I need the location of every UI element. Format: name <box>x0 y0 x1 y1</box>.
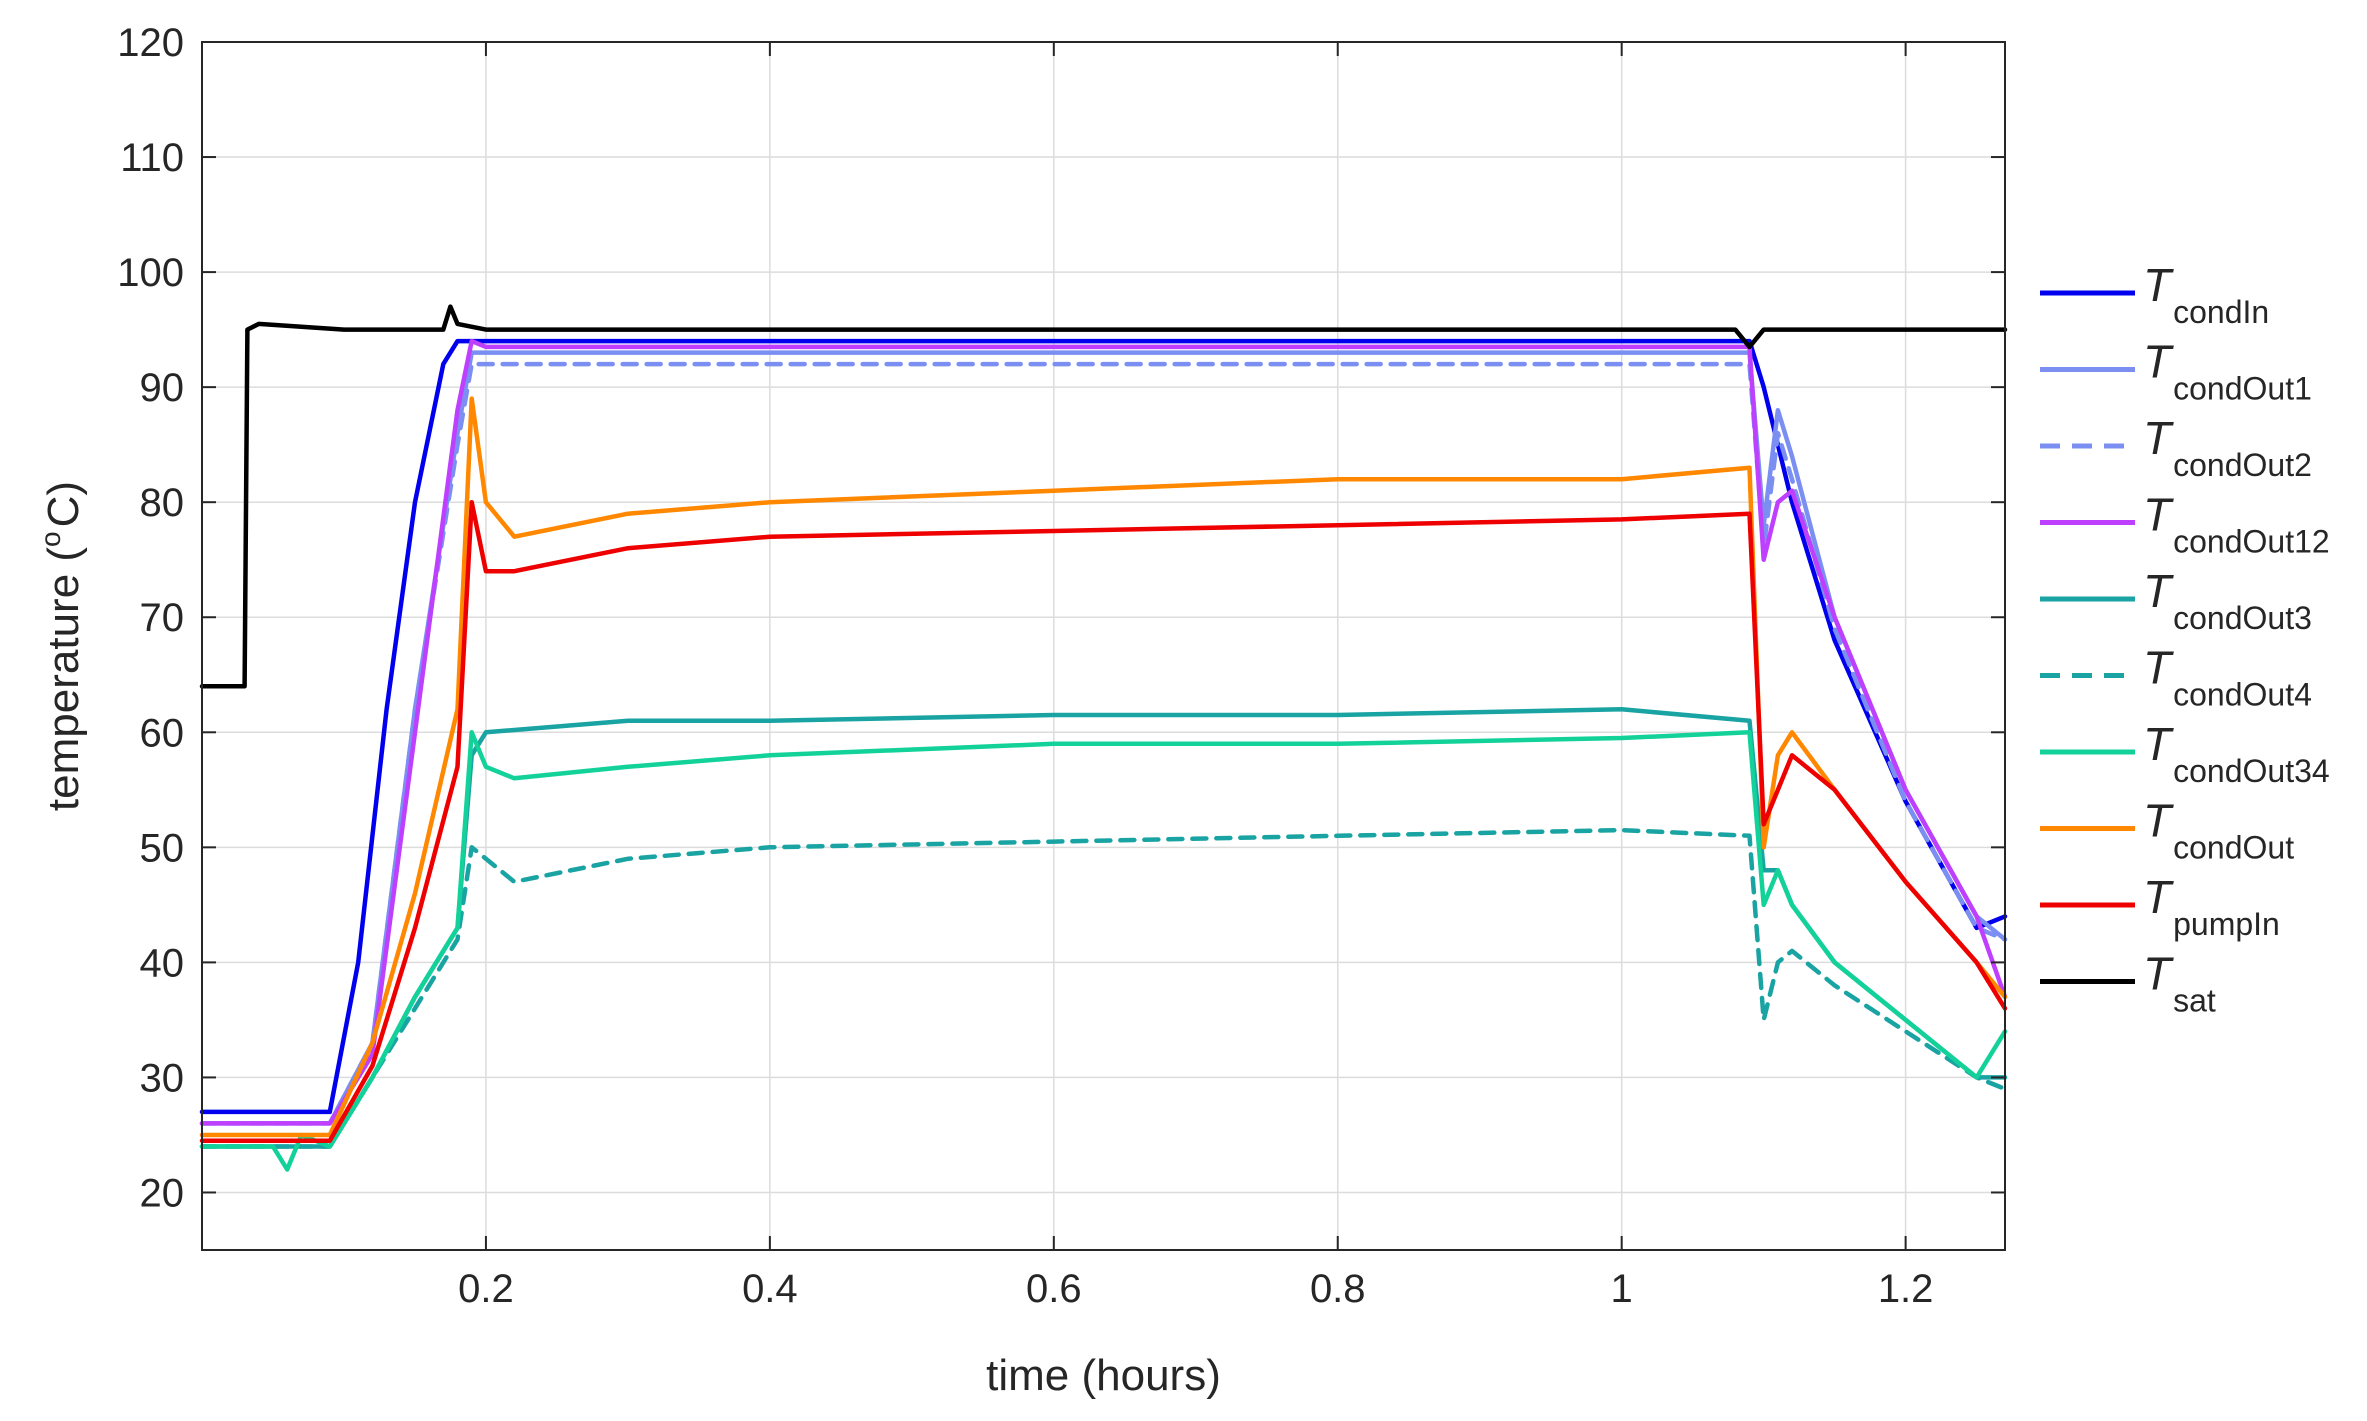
plot-frame <box>201 41 2006 1251</box>
legend-label: TcondOut2 <box>2143 412 2312 483</box>
legend-item-condout4: TcondOut4 <box>2040 642 2312 713</box>
y-axis-label: temperature (o C) <box>35 481 88 811</box>
y-tick-label: 110 <box>120 136 184 180</box>
y-tick-label: 120 <box>117 21 184 65</box>
y-tick-label: 100 <box>117 251 184 295</box>
legend-item-condout: TcondOut <box>2040 795 2294 866</box>
legend-item-condout12: TcondOut12 <box>2040 489 2330 560</box>
y-tick-label: 70 <box>140 596 185 640</box>
plot-area <box>202 42 2005 1250</box>
y-axis-label-unit: C) <box>39 481 88 527</box>
x-tick-label: 1.2 <box>1878 1267 1934 1311</box>
svg-text:temperature (oC): temperature (o C) <box>35 481 88 811</box>
x-axis-label: time (hours) <box>986 1351 1221 1400</box>
series-line-condout34 <box>199 730 2008 1172</box>
y-tick-label: 20 <box>140 1171 185 1215</box>
legend-label: TcondOut12 <box>2143 489 2330 560</box>
series-line-sat <box>199 304 2008 689</box>
legend-label: TcondOut1 <box>2143 336 2312 407</box>
y-tick-label: 30 <box>140 1056 185 1100</box>
y-axis-label-degree: o <box>35 531 66 547</box>
y-tick-label: 90 <box>140 366 185 410</box>
legend-label: Tsat <box>2143 948 2216 1019</box>
legend-item-condout2: TcondOut2 <box>2040 412 2312 483</box>
legend-label: TcondOut <box>2143 795 2294 866</box>
x-tick-label: 0.2 <box>458 1267 514 1311</box>
legend-label: TcondOut3 <box>2143 565 2312 636</box>
legend-item-condout34: TcondOut34 <box>2040 718 2330 789</box>
legend-label: TcondOut4 <box>2143 642 2312 713</box>
legend-label: TcondOut34 <box>2143 718 2330 789</box>
series-line-pumpin <box>199 499 2008 1143</box>
legend: TcondInTcondOut1TcondOut2TcondOut12Tcond… <box>2040 259 2330 1019</box>
legend-item-condout3: TcondOut3 <box>2040 565 2312 636</box>
series-line-condout <box>199 396 2008 1138</box>
legend-item-condout1: TcondOut1 <box>2040 336 2312 407</box>
legend-item-condin: TcondIn <box>2040 259 2269 330</box>
series-layer <box>199 304 2008 1172</box>
x-tick-label: 1 <box>1611 1267 1633 1311</box>
axis-ticks: 0.2 0.4 0.6 0.8 1 1.2 20 30 40 50 60 70 80 90 100 110 12… <box>117 21 2005 1311</box>
legend-item-pumpin: TpumpIn <box>2040 871 2280 942</box>
x-tick-label: 0.6 <box>1026 1267 1082 1311</box>
series-line-condout2 <box>199 361 2008 1126</box>
legend-item-sat: Tsat <box>2040 948 2216 1019</box>
x-tick-label: 0.8 <box>1310 1267 1366 1311</box>
y-tick-label: 60 <box>140 711 185 755</box>
y-tick-label: 80 <box>140 481 185 525</box>
y-tick-label: 50 <box>140 826 185 870</box>
series-line-condin <box>199 338 2008 1115</box>
series-line-condout12 <box>199 338 2008 1126</box>
x-tick-label: 0.4 <box>742 1267 798 1311</box>
legend-label: TcondIn <box>2143 259 2269 330</box>
y-tick-label: 40 <box>140 941 185 985</box>
y-axis-label-main: temperature ( <box>39 547 88 811</box>
legend-label: TpumpIn <box>2143 871 2280 942</box>
series-line-condout4 <box>199 827 2008 1149</box>
